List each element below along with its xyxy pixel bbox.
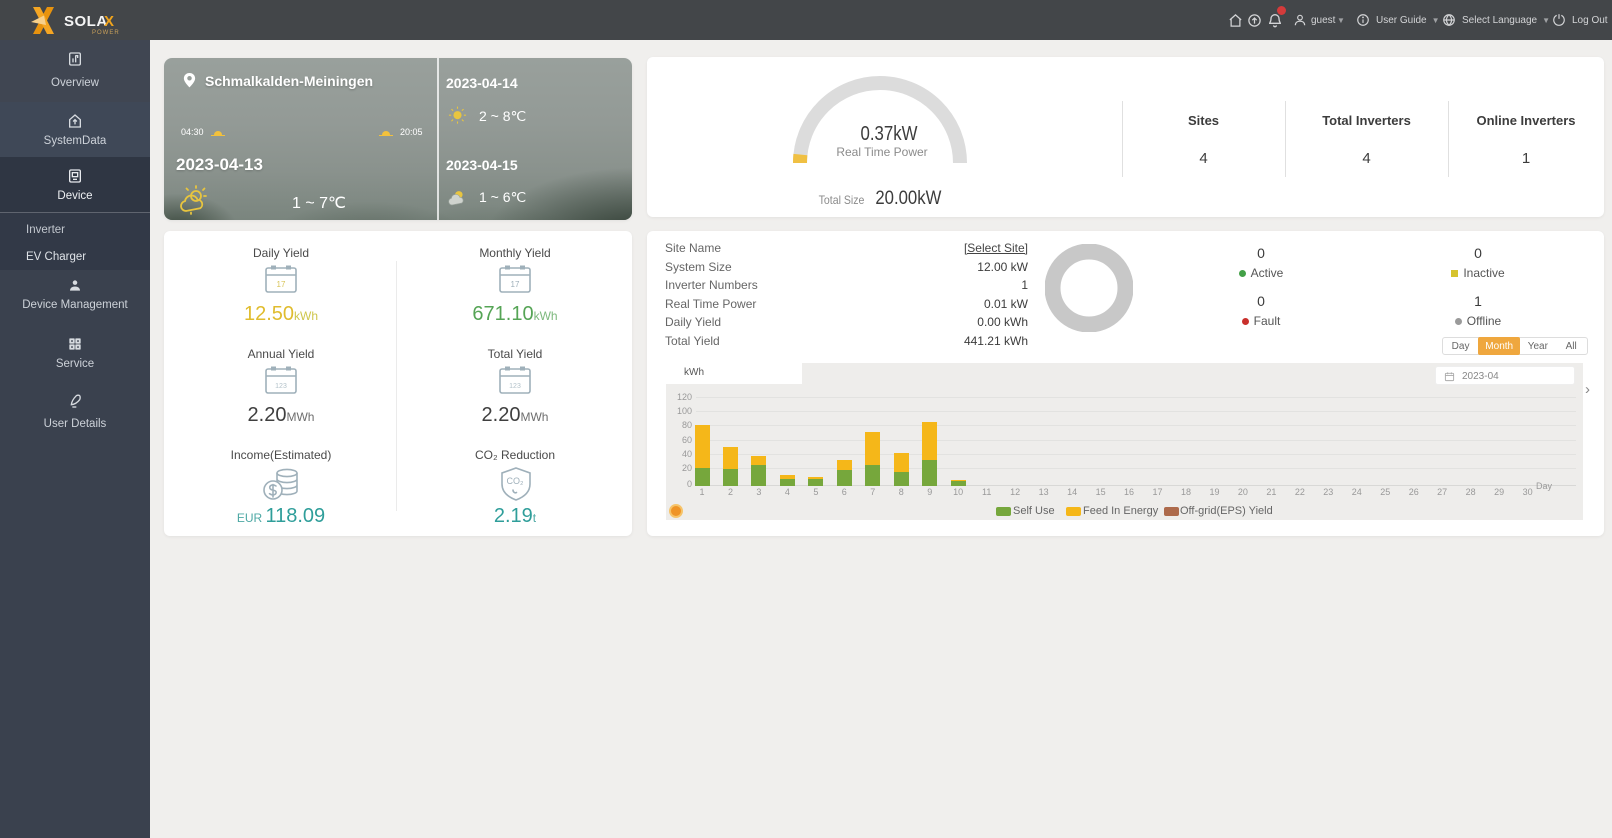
svg-text:X: X	[104, 13, 114, 30]
svg-text:POWER: POWER	[92, 30, 120, 36]
svg-text:17: 17	[277, 280, 286, 289]
svg-text:SOLA: SOLA	[64, 13, 108, 30]
svg-text:CO₂: CO₂	[507, 476, 525, 486]
svg-text:123: 123	[509, 383, 521, 390]
svg-text:17: 17	[511, 280, 520, 289]
svg-text:123: 123	[275, 383, 287, 390]
